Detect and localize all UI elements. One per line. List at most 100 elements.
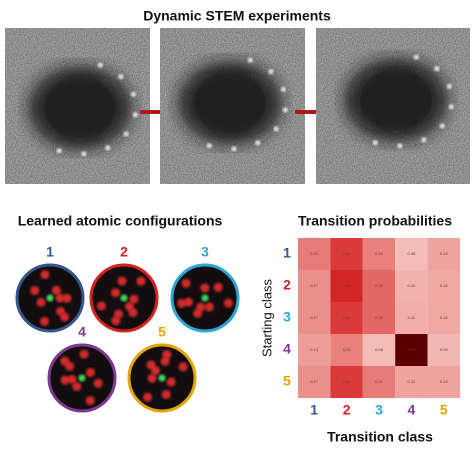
atom — [439, 123, 445, 129]
atom — [60, 356, 70, 366]
cell-label: 0.25 — [375, 283, 384, 288]
atom — [183, 297, 193, 307]
atom — [36, 297, 46, 307]
heat-cell — [427, 366, 460, 398]
col-label: 2 — [343, 402, 351, 418]
atom — [81, 151, 87, 157]
atom — [161, 389, 171, 399]
row-label: 5 — [283, 373, 291, 389]
atom — [62, 293, 72, 303]
atom — [206, 143, 212, 149]
class-label: 2 — [120, 244, 128, 260]
atom — [93, 378, 103, 388]
heat-cell — [362, 302, 396, 334]
heat-cell — [427, 334, 460, 366]
row-label: 4 — [283, 341, 291, 357]
heat-cell — [330, 366, 363, 398]
atom-center — [201, 294, 209, 302]
atom-center — [158, 374, 166, 382]
atom — [85, 396, 95, 406]
heat-cell — [330, 334, 363, 366]
atom — [136, 276, 146, 286]
atom — [178, 362, 188, 372]
atom — [85, 367, 95, 377]
col-label: 5 — [440, 402, 448, 418]
cell-label: 0.25 — [375, 315, 384, 320]
atom — [60, 312, 70, 322]
atom — [160, 356, 170, 366]
class-label: 5 — [158, 324, 166, 340]
heat-cell — [298, 270, 331, 302]
atom — [434, 66, 440, 72]
heat-cell — [427, 302, 460, 334]
atom — [67, 374, 77, 384]
atom — [372, 140, 378, 146]
cell-label: 0.17 — [310, 283, 319, 288]
atom — [247, 57, 253, 63]
atom — [128, 307, 138, 317]
atom-center — [120, 294, 128, 302]
atom — [111, 316, 121, 326]
atom — [132, 112, 138, 118]
cell-label: 0.13 — [440, 379, 449, 384]
heat-cell — [330, 270, 363, 302]
atom — [282, 107, 288, 113]
atom — [72, 382, 82, 392]
atom — [413, 54, 419, 60]
col-label: 4 — [408, 402, 416, 418]
section-title: Transition probabilities — [298, 213, 452, 229]
cell-label: 0.50 — [408, 347, 417, 352]
atom — [200, 283, 210, 293]
atom — [181, 278, 191, 288]
cell-label: 0.38 — [343, 283, 352, 288]
atom — [79, 349, 89, 359]
title: Dynamic STEM experiments — [143, 8, 331, 24]
atom — [129, 294, 139, 304]
cell-label: 0.09 — [440, 347, 449, 352]
atom — [193, 308, 203, 318]
atom — [130, 91, 136, 97]
heat-cell — [395, 238, 428, 270]
row-label: 2 — [283, 277, 291, 293]
y-axis-label: Starting class — [259, 278, 274, 357]
cell-label: 0.34 — [343, 379, 352, 384]
cell-label: 0.11 — [408, 315, 416, 320]
atom — [268, 69, 274, 75]
atom — [56, 148, 62, 154]
row-label: 1 — [283, 245, 291, 261]
col-label: 3 — [375, 402, 383, 418]
heat-cell — [298, 302, 331, 334]
cell-label: 0.12 — [440, 315, 449, 320]
atom — [421, 137, 427, 143]
atom — [96, 301, 106, 311]
heat-cell — [395, 334, 428, 366]
atom — [255, 140, 261, 146]
atom — [231, 146, 237, 152]
cell-label: 0.21 — [310, 251, 319, 256]
cell-label: 0.21 — [375, 379, 384, 384]
atom — [111, 288, 121, 298]
cell-label: 0.20 — [375, 251, 384, 256]
atom — [123, 131, 129, 137]
atom — [146, 360, 156, 370]
atom — [280, 86, 286, 92]
cell-label: 0.13 — [440, 251, 449, 256]
atom — [147, 373, 157, 383]
heat-cell — [330, 238, 363, 270]
atom — [448, 104, 454, 110]
cell-label: 0.17 — [310, 315, 319, 320]
class-label: 4 — [78, 324, 86, 340]
atom — [273, 126, 279, 132]
heat-cell — [362, 334, 396, 366]
atom — [105, 145, 111, 151]
col-label: 1 — [310, 402, 318, 418]
atom — [118, 74, 124, 80]
atom — [51, 285, 61, 295]
atom — [204, 302, 214, 312]
x-axis-label: Transition class — [327, 429, 433, 445]
atom — [30, 285, 40, 295]
heat-cell — [395, 302, 428, 334]
particle — [344, 58, 448, 142]
heat-cell — [427, 238, 460, 270]
